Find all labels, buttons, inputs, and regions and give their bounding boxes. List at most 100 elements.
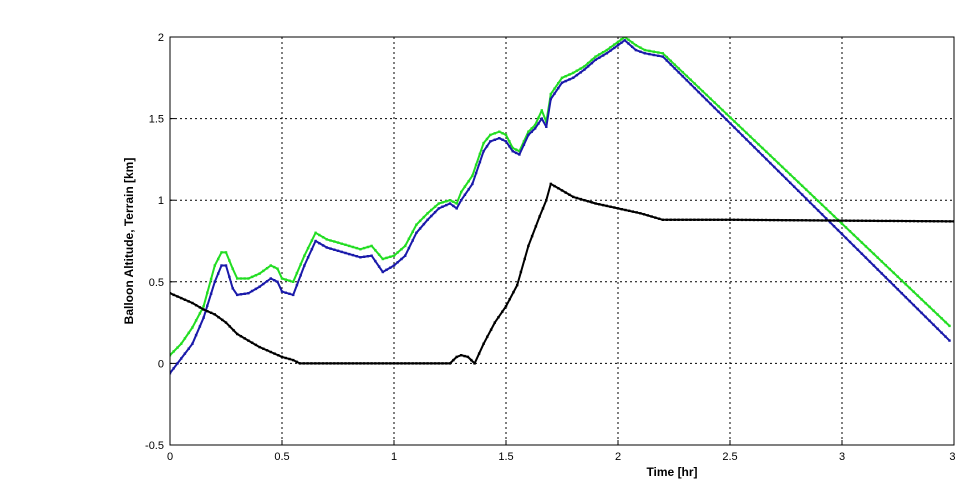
data-point (864, 245, 868, 248)
series-line (170, 39, 951, 374)
data-point (900, 279, 903, 282)
data-point (530, 234, 534, 238)
data-point (601, 54, 605, 57)
data-point (884, 219, 888, 223)
data-point (639, 212, 642, 215)
data-point (709, 218, 712, 221)
data-point (170, 292, 172, 295)
y-axis-title: Balloon Altitude, Terrain [km] (122, 158, 136, 325)
data-point (482, 141, 485, 145)
data-point (609, 46, 612, 49)
data-point (396, 261, 399, 264)
data-point (820, 203, 824, 206)
data-point (568, 193, 571, 196)
data-point (280, 277, 284, 280)
data-point (206, 291, 209, 294)
data-point (761, 154, 764, 157)
data-point (170, 354, 172, 357)
data-point (258, 272, 261, 275)
data-point (202, 308, 205, 311)
x-tick-label: 2 (615, 451, 621, 463)
data-point (553, 184, 556, 188)
data-point (247, 277, 250, 280)
data-point (250, 275, 254, 279)
data-point (848, 230, 852, 233)
data-point (717, 110, 720, 113)
data-point (605, 48, 608, 52)
data-point (172, 367, 175, 370)
data-point (411, 362, 414, 365)
data-point (564, 79, 567, 83)
data-point (504, 140, 508, 143)
data-point (948, 324, 951, 328)
data-point (856, 219, 860, 222)
data-point (652, 50, 655, 53)
data-point (471, 174, 474, 177)
data-point (377, 265, 381, 268)
data-point (455, 207, 458, 210)
data-point (627, 42, 630, 45)
data-point (793, 177, 796, 180)
data-point (441, 205, 444, 208)
data-point (460, 199, 463, 202)
y-tick-label: 1 (158, 195, 164, 207)
data-point (721, 114, 724, 117)
data-point (381, 362, 384, 365)
data-point (705, 93, 708, 97)
data-point (639, 46, 642, 49)
data-point (928, 220, 932, 223)
data-point (250, 289, 254, 293)
data-point (250, 341, 254, 344)
data-point (493, 132, 496, 135)
data-point (213, 313, 216, 316)
data-point (880, 260, 883, 263)
data-point (514, 148, 518, 151)
data-point (631, 41, 634, 44)
data-point (540, 117, 543, 120)
data-point (661, 52, 664, 55)
data-point (572, 195, 575, 199)
data-point (180, 342, 183, 345)
data-point (518, 150, 521, 153)
x-tick-label: 1.5 (498, 451, 513, 463)
data-point (709, 97, 712, 100)
data-point (243, 292, 246, 295)
data-point (575, 73, 579, 77)
data-point (221, 318, 224, 322)
data-point (624, 208, 627, 212)
y-tick-label: 2 (158, 32, 164, 44)
data-point (677, 218, 680, 221)
data-point (265, 349, 269, 352)
data-point (756, 218, 760, 222)
y-tick-label: 0 (158, 358, 164, 370)
data-point (797, 189, 800, 192)
data-point (314, 239, 317, 243)
data-point (415, 231, 418, 234)
data-point (362, 246, 366, 250)
data-point (441, 362, 444, 365)
data-point (217, 272, 220, 275)
data-point (183, 298, 187, 301)
data-point (351, 245, 355, 249)
data-point (944, 320, 947, 324)
data-point (498, 130, 501, 133)
data-point (681, 71, 684, 74)
data-point (820, 213, 824, 216)
data-point (613, 206, 616, 209)
data-point (239, 277, 243, 280)
data-point (508, 140, 511, 143)
data-point (781, 173, 784, 177)
data-point (540, 109, 543, 112)
data-point (485, 137, 489, 141)
data-point (888, 280, 891, 283)
data-point (355, 362, 358, 365)
data-point (422, 222, 426, 226)
data-point (273, 265, 276, 269)
data-point (202, 316, 205, 319)
data-point (804, 219, 808, 222)
data-point (590, 201, 594, 204)
data-point (772, 218, 776, 222)
data-point (928, 305, 931, 309)
plot-area (170, 37, 954, 445)
axis-ticks: 00.511.522.533.-0.500.511.52 (145, 32, 955, 463)
